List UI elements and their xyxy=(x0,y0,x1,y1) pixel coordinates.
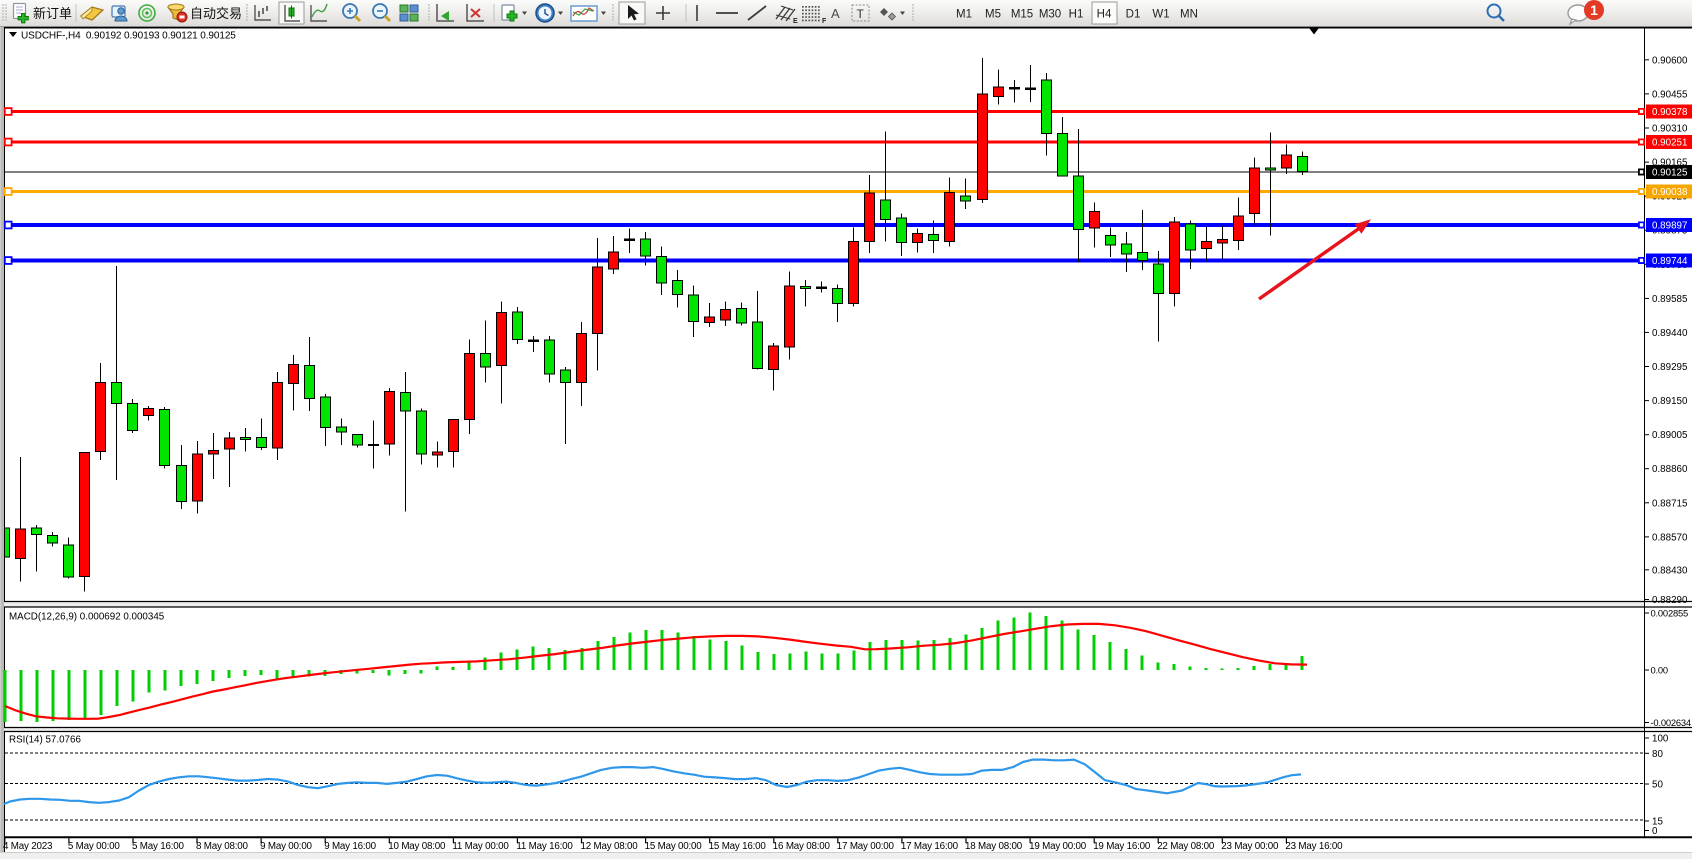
svg-text:0.88570: 0.88570 xyxy=(1652,532,1688,543)
svg-text:23 May 00:00: 23 May 00:00 xyxy=(1221,841,1279,852)
svg-text:新订单: 新订单 xyxy=(33,6,72,21)
svg-text:F: F xyxy=(822,18,827,25)
svg-text:0.90165: 0.90165 xyxy=(1652,158,1688,169)
svg-text:12 May 08:00: 12 May 08:00 xyxy=(581,841,639,852)
svg-text:0.88860: 0.88860 xyxy=(1652,464,1688,475)
svg-text:H4: H4 xyxy=(1097,9,1112,21)
svg-text:H1: H1 xyxy=(1069,9,1084,21)
svg-text:17 May 00:00: 17 May 00:00 xyxy=(837,841,895,852)
svg-text:0.89295: 0.89295 xyxy=(1652,362,1688,373)
svg-text:D1: D1 xyxy=(1126,9,1141,21)
svg-text:1: 1 xyxy=(1590,2,1598,18)
svg-text:W1: W1 xyxy=(1152,9,1169,21)
svg-text:0.90125: 0.90125 xyxy=(1652,168,1688,179)
svg-text:100: 100 xyxy=(1652,734,1669,745)
svg-text:0.89005: 0.89005 xyxy=(1652,430,1688,441)
svg-text:0.90378: 0.90378 xyxy=(1652,107,1688,118)
svg-text:0.89585: 0.89585 xyxy=(1652,294,1688,305)
svg-text:0.88430: 0.88430 xyxy=(1652,565,1688,576)
svg-text:5 May 16:00: 5 May 16:00 xyxy=(132,841,184,852)
svg-text:0.89897: 0.89897 xyxy=(1652,221,1687,232)
svg-text:9 May 16:00: 9 May 16:00 xyxy=(324,841,376,852)
svg-text:0.89440: 0.89440 xyxy=(1652,328,1688,339)
svg-text:M30: M30 xyxy=(1039,9,1061,21)
svg-text:0.90600: 0.90600 xyxy=(1652,55,1688,66)
svg-text:M5: M5 xyxy=(985,9,1001,21)
svg-text:80: 80 xyxy=(1652,749,1663,760)
svg-text:0.90038: 0.90038 xyxy=(1652,187,1688,198)
svg-text:19 May 00:00: 19 May 00:00 xyxy=(1029,841,1087,852)
svg-text:0.89150: 0.89150 xyxy=(1652,396,1688,407)
svg-text:-0.002634: -0.002634 xyxy=(1651,717,1691,728)
svg-text:9 May 00:00: 9 May 00:00 xyxy=(260,841,312,852)
svg-text:0: 0 xyxy=(1652,826,1658,837)
svg-text:0.002855: 0.002855 xyxy=(1651,608,1689,619)
svg-text:8 May 08:00: 8 May 08:00 xyxy=(196,841,248,852)
svg-text:0.00: 0.00 xyxy=(1651,665,1668,676)
svg-text:0.88715: 0.88715 xyxy=(1652,498,1688,509)
svg-text:E: E xyxy=(793,18,798,25)
svg-text:M15: M15 xyxy=(1011,9,1033,21)
svg-text:MN: MN xyxy=(1180,9,1198,21)
svg-text:A: A xyxy=(831,6,840,21)
svg-text:MACD(12,26,9) 0.000692 0.00034: MACD(12,26,9) 0.000692 0.000345 xyxy=(9,612,165,623)
svg-text:0.88290: 0.88290 xyxy=(1652,595,1688,606)
svg-text:RSI(14) 57.0766: RSI(14) 57.0766 xyxy=(9,735,81,746)
svg-text:5 May 00:00: 5 May 00:00 xyxy=(68,841,120,852)
svg-text:4 May 2023: 4 May 2023 xyxy=(3,841,53,852)
svg-text:22 May 08:00: 22 May 08:00 xyxy=(1157,841,1215,852)
svg-text:0.90455: 0.90455 xyxy=(1652,89,1688,100)
svg-text:15 May 00:00: 15 May 00:00 xyxy=(645,841,703,852)
svg-text:16 May 08:00: 16 May 08:00 xyxy=(773,841,831,852)
svg-text:0.89744: 0.89744 xyxy=(1652,256,1688,267)
svg-text:T: T xyxy=(857,7,865,21)
svg-text:USDCHF-,H4 0.90192 0.90193 0.: USDCHF-,H4 0.90192 0.90193 0.90121 0.901… xyxy=(21,31,236,42)
svg-text:0.90251: 0.90251 xyxy=(1652,138,1687,149)
svg-text:23 May 16:00: 23 May 16:00 xyxy=(1285,841,1343,852)
svg-text:11 May 00:00: 11 May 00:00 xyxy=(452,841,509,852)
svg-text:17 May 16:00: 17 May 16:00 xyxy=(901,841,959,852)
svg-text:自动交易: 自动交易 xyxy=(190,6,242,21)
svg-text:10 May 08:00: 10 May 08:00 xyxy=(388,841,446,852)
svg-text:50: 50 xyxy=(1652,780,1663,791)
svg-text:M1: M1 xyxy=(956,9,972,21)
svg-text:15: 15 xyxy=(1652,817,1663,828)
svg-text:19 May 16:00: 19 May 16:00 xyxy=(1093,841,1151,852)
svg-text:0.90310: 0.90310 xyxy=(1652,124,1688,135)
svg-text:18 May 08:00: 18 May 08:00 xyxy=(965,841,1023,852)
svg-text:15 May 16:00: 15 May 16:00 xyxy=(709,841,767,852)
svg-text:11 May 16:00: 11 May 16:00 xyxy=(516,841,573,852)
